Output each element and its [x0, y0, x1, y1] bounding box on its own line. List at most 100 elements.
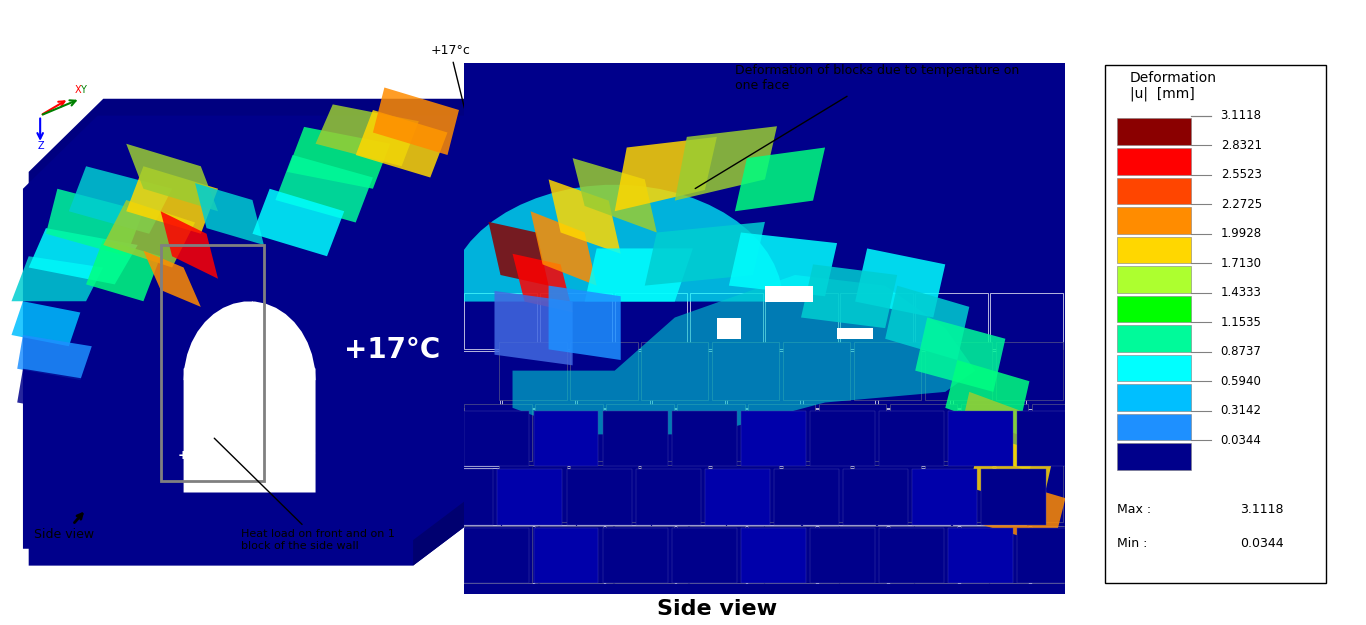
Text: Max :: Max :: [1117, 503, 1152, 516]
Polygon shape: [885, 286, 970, 360]
Bar: [1117, 443, 1191, 470]
Bar: [996, 464, 1063, 522]
Bar: [1031, 404, 1100, 461]
Bar: [877, 468, 951, 525]
Bar: [464, 526, 537, 583]
Bar: [1018, 411, 1082, 466]
Bar: [810, 411, 876, 466]
Polygon shape: [355, 110, 448, 178]
Bar: [820, 404, 887, 461]
Bar: [1117, 325, 1191, 352]
Polygon shape: [287, 127, 391, 189]
Polygon shape: [143, 251, 201, 307]
Bar: [1117, 237, 1191, 263]
Polygon shape: [800, 264, 897, 328]
Bar: [690, 292, 762, 349]
Bar: [990, 409, 1063, 466]
Text: 0.5940: 0.5940: [1221, 375, 1262, 388]
Bar: [1117, 177, 1191, 204]
Bar: [820, 526, 887, 583]
Text: Heat load on front and on 1
block of the side wall: Heat load on front and on 1 block of the…: [214, 438, 395, 551]
Polygon shape: [549, 179, 620, 254]
Bar: [840, 409, 912, 466]
Bar: [727, 468, 800, 525]
Bar: [503, 468, 575, 525]
Bar: [534, 528, 598, 583]
Polygon shape: [530, 211, 597, 286]
Bar: [727, 351, 800, 408]
Polygon shape: [46, 189, 143, 256]
Text: Z: Z: [37, 141, 44, 151]
Polygon shape: [18, 335, 92, 380]
Polygon shape: [126, 166, 219, 234]
Polygon shape: [23, 116, 477, 549]
Polygon shape: [729, 232, 837, 296]
Polygon shape: [494, 291, 572, 365]
Polygon shape: [195, 183, 264, 245]
Polygon shape: [183, 301, 316, 453]
Polygon shape: [512, 275, 975, 434]
Bar: [783, 342, 850, 400]
Text: 1.1535: 1.1535: [1221, 316, 1262, 329]
Text: 3.1118: 3.1118: [1221, 109, 1262, 122]
Polygon shape: [981, 477, 1065, 546]
Bar: [576, 351, 650, 408]
Text: +17°c: +17°c: [430, 44, 470, 130]
Bar: [635, 469, 701, 525]
Bar: [641, 464, 709, 522]
Bar: [948, 411, 1014, 466]
Polygon shape: [373, 88, 459, 155]
Text: 0.3142: 0.3142: [1221, 404, 1262, 418]
Polygon shape: [645, 222, 765, 286]
FancyBboxPatch shape: [1105, 65, 1326, 582]
Bar: [948, 528, 1014, 583]
Bar: [1018, 528, 1082, 583]
Bar: [428, 468, 500, 525]
Text: 2.2725: 2.2725: [1221, 198, 1262, 211]
Bar: [765, 292, 837, 349]
Bar: [1117, 207, 1191, 234]
Text: 1.4333: 1.4333: [1221, 286, 1262, 299]
Polygon shape: [855, 248, 945, 318]
Bar: [712, 342, 780, 400]
Bar: [534, 411, 598, 466]
Text: +17°C: +17°C: [344, 336, 440, 364]
Bar: [653, 351, 725, 408]
Bar: [840, 526, 912, 583]
Bar: [717, 318, 740, 339]
Polygon shape: [549, 286, 620, 360]
Text: 0.8737: 0.8737: [1221, 346, 1262, 358]
Bar: [464, 528, 530, 583]
Polygon shape: [86, 239, 161, 301]
Bar: [641, 342, 709, 400]
Text: Side view: Side view: [657, 599, 777, 619]
Bar: [843, 469, 908, 525]
Bar: [880, 411, 944, 466]
Polygon shape: [585, 248, 693, 301]
Text: 1.7130: 1.7130: [1221, 257, 1262, 270]
Bar: [1117, 355, 1191, 381]
Bar: [653, 468, 725, 525]
Bar: [500, 464, 567, 522]
Bar: [672, 528, 736, 583]
Polygon shape: [675, 126, 777, 201]
Bar: [837, 328, 873, 339]
Bar: [464, 411, 530, 466]
Bar: [607, 404, 673, 461]
Bar: [915, 526, 988, 583]
Bar: [740, 411, 806, 466]
Bar: [953, 351, 1026, 408]
Polygon shape: [489, 222, 549, 286]
Bar: [1117, 414, 1191, 441]
Bar: [1117, 384, 1191, 411]
Bar: [540, 292, 612, 349]
Polygon shape: [958, 392, 1041, 471]
Polygon shape: [68, 166, 172, 234]
Bar: [1031, 526, 1100, 583]
Bar: [576, 468, 650, 525]
Bar: [464, 292, 537, 349]
Bar: [1117, 148, 1191, 174]
Polygon shape: [735, 148, 825, 211]
Bar: [915, 409, 988, 466]
Bar: [749, 404, 816, 461]
